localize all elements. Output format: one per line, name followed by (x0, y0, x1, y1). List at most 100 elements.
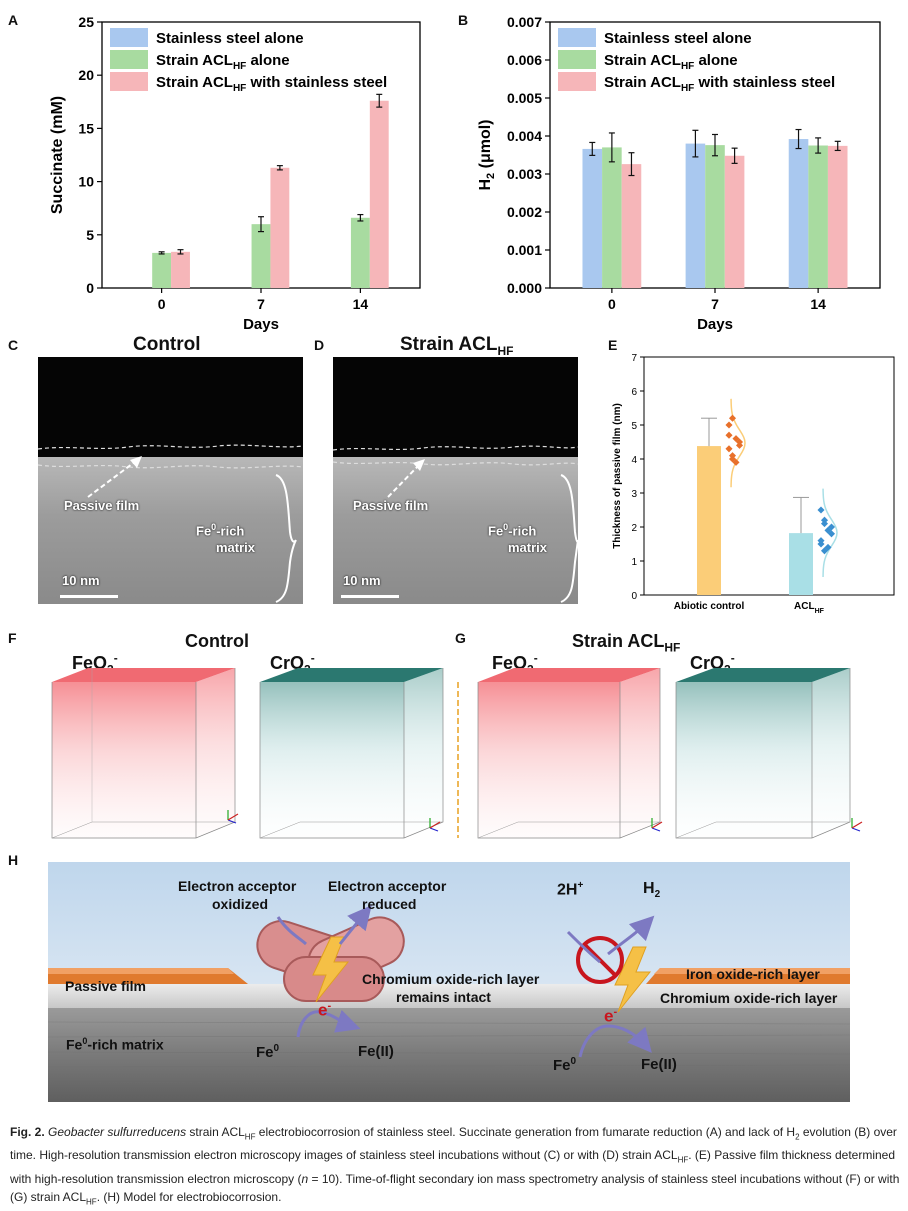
tem-c-passive-film-label: Passive film (64, 498, 140, 513)
legend-swatch (110, 50, 148, 69)
data-point (817, 506, 825, 514)
tem-d-matrix-label-2: matrix (508, 540, 548, 555)
x-tick-label: 14 (353, 296, 369, 312)
h-electron-acceptor-reduced-1: Electron acceptor (328, 878, 447, 894)
cube-f-feo2 (51, 668, 236, 839)
data-point (725, 431, 733, 439)
figure-caption: Fig. 2. Geobacter sulfurreducens strain … (10, 1125, 900, 1207)
tem-d-title: Strain ACLHF (400, 334, 514, 358)
y-tick-label: 0.002 (507, 204, 542, 220)
bar (621, 164, 642, 288)
bar (705, 145, 725, 288)
tem-d-passive-film-label: Passive film (353, 498, 429, 513)
bar (251, 224, 271, 288)
data-point (735, 441, 744, 449)
y-tick-label: 4 (631, 455, 637, 466)
bar (697, 446, 721, 595)
legend-swatch (558, 50, 596, 69)
x-tick-label: ACLHF (794, 601, 825, 615)
x-tick-label: Abiotic control (674, 601, 745, 612)
h-chromium-layer-2: remains intact (396, 989, 491, 1005)
y-tick-label: 0.007 (507, 14, 542, 30)
h-fe0-right: Fe0 (553, 1056, 577, 1074)
legend-label: Strain ACLHF with stainless steel (604, 74, 835, 94)
panel-letter-f: F (8, 630, 17, 646)
bar (827, 145, 848, 288)
y-tick-label: 15 (78, 120, 94, 136)
bar (602, 147, 622, 288)
h-electron-left: e- (318, 1000, 332, 1020)
y-axis-label: Succinate (mM) (49, 96, 66, 214)
y-tick-label: 1 (631, 557, 637, 568)
y-tick-label: 0.003 (507, 166, 542, 182)
x-tick-label: 7 (257, 296, 265, 312)
tem-d-matrix-label: Fe0-rich (488, 522, 537, 539)
data-point (728, 455, 737, 463)
data-point (827, 523, 836, 531)
tem-c-image: Passive film Fe0-rich matrix 10 nm (38, 357, 303, 604)
panel-letter-g: G (455, 630, 466, 646)
y-tick-label: 20 (78, 67, 94, 83)
bar (369, 100, 389, 289)
data-point (725, 421, 733, 429)
h-chromium-oxide-layer: Chromium oxide-rich layer (660, 990, 838, 1006)
y-tick-label: 3 (631, 489, 637, 500)
y-tick-label: 0 (86, 280, 94, 296)
h-chromium-layer-1: Chromium oxide-rich layer (362, 971, 540, 987)
cube-g-feo2 (477, 668, 661, 839)
legend-label: Strain ACLHF alone (604, 52, 738, 72)
legend-swatch (110, 28, 148, 47)
tem-d-image: Passive film Fe0-rich matrix 10 nm (333, 357, 578, 604)
y-tick-label: 0.001 (507, 242, 542, 258)
panel-letter-h: H (8, 852, 19, 868)
tof-sims-cubes (51, 668, 863, 839)
bar (171, 251, 190, 288)
y-tick-label: 25 (78, 14, 94, 30)
y-tick-label: 2 (631, 523, 637, 534)
chart-a-succinate: 0 5 10 15 20 25 0 7 14 Days Succinate (mM) Stainles… (49, 14, 421, 333)
bar (808, 145, 828, 288)
y-axis-label: H2 (μmol) (477, 119, 497, 190)
h-passive-film: Passive film (65, 978, 146, 994)
y-tick-label: 0 (631, 591, 637, 602)
legend-swatch (558, 28, 596, 47)
h-h2: H2 (643, 880, 661, 901)
y-tick-label: 7 (631, 353, 637, 364)
h-iron-oxide-layer: Iron oxide-rich layer (686, 966, 820, 982)
bar (350, 217, 370, 288)
h-fe2-left: Fe(II) (358, 1043, 394, 1060)
distribution-curve (822, 488, 838, 577)
model-h-diagram (48, 862, 850, 1102)
panel-letter-b: B (458, 12, 469, 28)
tof-f-title: Control (185, 631, 249, 651)
y-tick-label: 10 (78, 174, 94, 190)
data-point (728, 414, 737, 422)
y-axis-label: Thickness of passive film (nm) (612, 403, 623, 549)
tem-c-title: Control (133, 334, 201, 355)
tem-c-scale-label: 10 nm (62, 573, 100, 588)
y-tick-label: 0.006 (507, 52, 542, 68)
x-tick-label: 7 (711, 296, 719, 312)
bar (724, 155, 745, 288)
bar (270, 167, 290, 288)
bar (788, 139, 809, 288)
tem-c-matrix-label-2: matrix (216, 540, 256, 555)
legend-swatch (110, 72, 148, 91)
legend-label: Stainless steel alone (156, 30, 304, 47)
distribution-curve (730, 398, 746, 488)
legend-label: Stainless steel alone (604, 30, 752, 47)
data-point (725, 445, 733, 453)
panel-letter-c: C (8, 337, 19, 353)
x-axis-label: Days (697, 316, 733, 333)
legend-label: Strain ACLHF with stainless steel (156, 74, 387, 94)
tem-c-matrix-label: Fe0-rich (196, 522, 245, 539)
cube-g-cro2 (675, 668, 851, 839)
bar (685, 143, 706, 288)
h-electron-acceptor-reduced-2: reduced (362, 896, 417, 912)
h-fe2-right: Fe(II) (641, 1056, 677, 1073)
h-proton: 2H+ (557, 880, 584, 899)
y-tick-label: 5 (631, 421, 637, 432)
y-tick-label: 0.005 (507, 90, 542, 106)
y-tick-label: 6 (631, 387, 637, 398)
axis-triads (227, 810, 863, 832)
